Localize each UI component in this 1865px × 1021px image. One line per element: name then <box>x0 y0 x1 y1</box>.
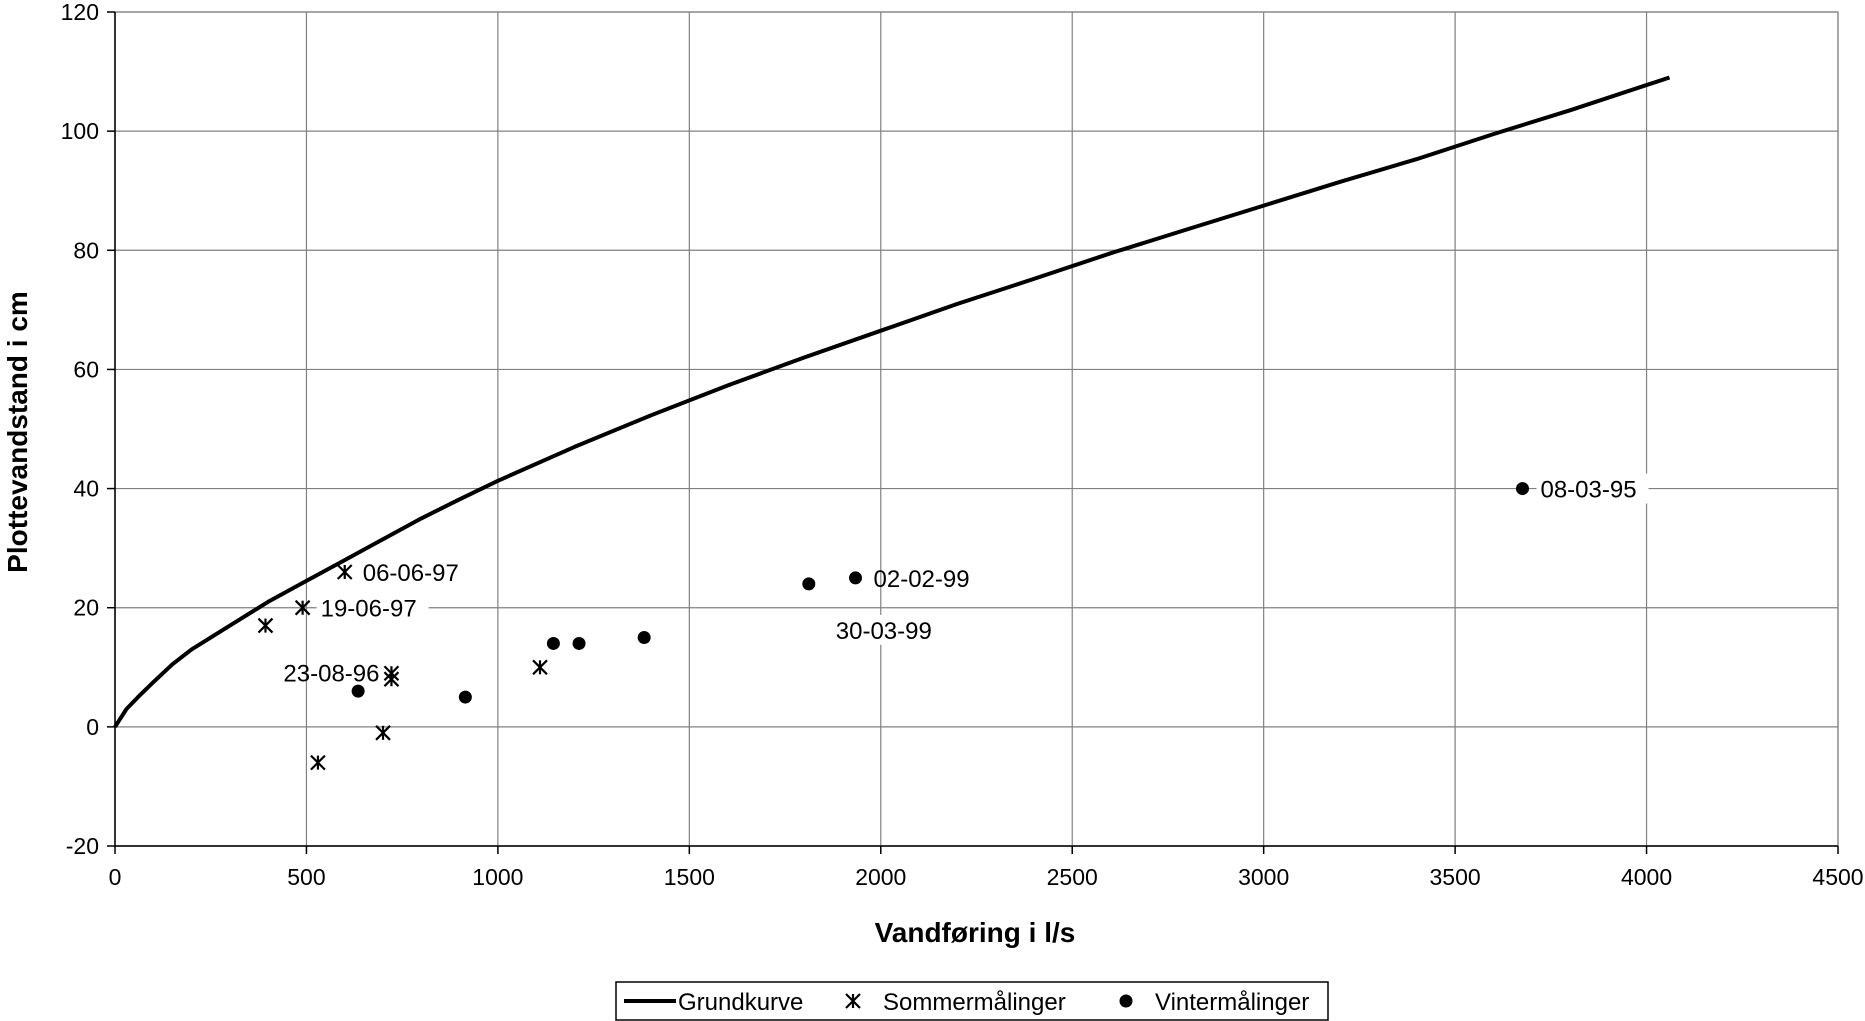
point-label: 19-06-97 <box>321 596 417 623</box>
legend-label-grundkurve: Grundkurve <box>678 989 803 1016</box>
legend-dot <box>1119 994 1133 1008</box>
sommer-point <box>383 671 400 687</box>
vinter-point <box>546 636 560 650</box>
sommer-point <box>336 564 353 580</box>
x-tick-label: 500 <box>287 864 325 890</box>
sommer-point <box>375 725 391 741</box>
axes: 0 500 1000 1500 2000 2500 3000 3500 4000 4500-200… <box>61 0 1864 890</box>
legend-label-vinter: Vintermålinger <box>1155 989 1309 1016</box>
y-tick-label: 60 <box>73 356 99 382</box>
y-tick-label: 0 <box>86 714 99 740</box>
x-tick-label: 3500 <box>1430 864 1481 890</box>
sommer-point <box>294 599 311 616</box>
sommer-point <box>310 754 326 771</box>
x-tick-label: 0 <box>109 864 122 890</box>
y-tick-label: 40 <box>73 476 99 502</box>
scatter-points <box>257 482 1529 771</box>
legend-marker-vinter <box>1119 994 1133 1008</box>
point-labels: 23-08-96 19-06-97 06-06-97 30-03-99 02-02-99… <box>283 473 1649 688</box>
vinter-point <box>1515 482 1529 496</box>
x-tick-label: 2000 <box>855 864 906 890</box>
vinter-point <box>849 571 863 585</box>
point-label-bg <box>827 614 940 645</box>
legend: Grundkurve Sommermålinger Vintermålinger <box>615 981 1329 1021</box>
legend-asterisk <box>845 993 861 1009</box>
legend-marker-sommer <box>845 993 861 1009</box>
vinter-point <box>351 684 365 698</box>
x-tick-label: 2500 <box>1047 864 1098 890</box>
grundkurve-series <box>113 75 1671 728</box>
vinter-point <box>637 631 651 644</box>
point-label: 08-03-95 <box>1540 477 1636 504</box>
plot-area <box>114 11 1839 847</box>
y-tick-label: 20 <box>73 595 99 621</box>
y-tick-label: -20 <box>66 833 99 859</box>
sommer-point <box>257 617 274 634</box>
y-tick-label: 80 <box>73 237 99 263</box>
vinter-point <box>802 577 816 591</box>
point-label: 02-02-99 <box>874 566 970 593</box>
x-tick-label: 1500 <box>664 864 715 890</box>
y-tick-label: 100 <box>61 118 99 144</box>
point-label-bg <box>1536 473 1649 504</box>
x-tick-label: 1000 <box>472 864 523 890</box>
grundkurve-line <box>113 75 1671 728</box>
x-axis-title: Vandføring i l/s <box>875 917 1076 948</box>
sommer-point <box>532 659 548 676</box>
x-tick-label: 4000 <box>1621 864 1672 890</box>
grid <box>114 11 1839 847</box>
legend-label-sommer: Sommermålinger <box>883 989 1066 1016</box>
vinter-point <box>458 690 472 704</box>
x-tick-label: 3000 <box>1238 864 1289 890</box>
legend-box <box>615 981 1329 1021</box>
vinter-point <box>572 636 586 650</box>
point-label: 23-08-96 <box>283 661 379 688</box>
point-label-bg <box>316 592 429 623</box>
y-tick-label: 120 <box>61 0 99 25</box>
y-axis-title: Plottevandstand i cm <box>2 291 33 573</box>
point-label: 06-06-97 <box>363 560 459 587</box>
point-label: 30-03-99 <box>836 618 932 645</box>
x-tick-label: 4500 <box>1812 864 1863 890</box>
